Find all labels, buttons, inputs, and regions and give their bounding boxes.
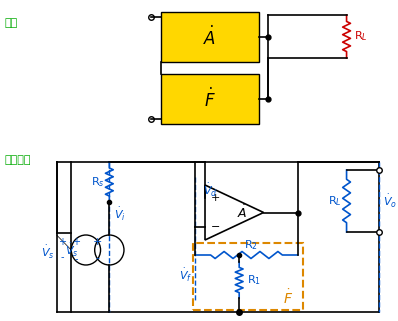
Text: -: - <box>61 252 64 262</box>
Text: -: - <box>74 254 78 264</box>
Text: $\dot{V}_d$: $\dot{V}_d$ <box>203 181 218 199</box>
Text: R$_2$: R$_2$ <box>244 238 258 252</box>
Text: $\dot{A}$: $\dot{A}$ <box>237 204 247 221</box>
Text: $\dot{V}_s$: $\dot{V}_s$ <box>41 243 55 261</box>
Text: −: − <box>211 222 220 232</box>
Bar <box>161 12 259 62</box>
Text: $\dot{V}_s$: $\dot{V}_s$ <box>64 241 78 258</box>
Text: +: + <box>93 237 102 247</box>
Text: -: - <box>96 253 100 263</box>
Text: $\dot{A}$: $\dot{A}$ <box>203 25 217 48</box>
Bar <box>193 243 302 310</box>
Text: $\dot{F}$: $\dot{F}$ <box>283 289 293 307</box>
Text: +: + <box>59 237 66 247</box>
Text: R$_L$: R$_L$ <box>328 194 342 208</box>
Bar <box>161 74 259 124</box>
Text: 框图: 框图 <box>5 18 18 28</box>
Text: $\dot{V}_i$: $\dot{V}_i$ <box>114 205 126 222</box>
Text: $\dot{F}$: $\dot{F}$ <box>204 87 216 110</box>
Text: +: + <box>211 193 220 203</box>
Text: +: + <box>72 237 80 247</box>
Text: R$_s$: R$_s$ <box>91 175 104 189</box>
Text: 实际电路: 实际电路 <box>5 155 31 165</box>
Text: $\dot{V}_o$: $\dot{V}_o$ <box>383 193 397 210</box>
Text: $\dot{V}_f$: $\dot{V}_f$ <box>179 266 192 283</box>
Text: R$_L$: R$_L$ <box>354 30 368 43</box>
Text: R$_1$: R$_1$ <box>247 273 261 287</box>
